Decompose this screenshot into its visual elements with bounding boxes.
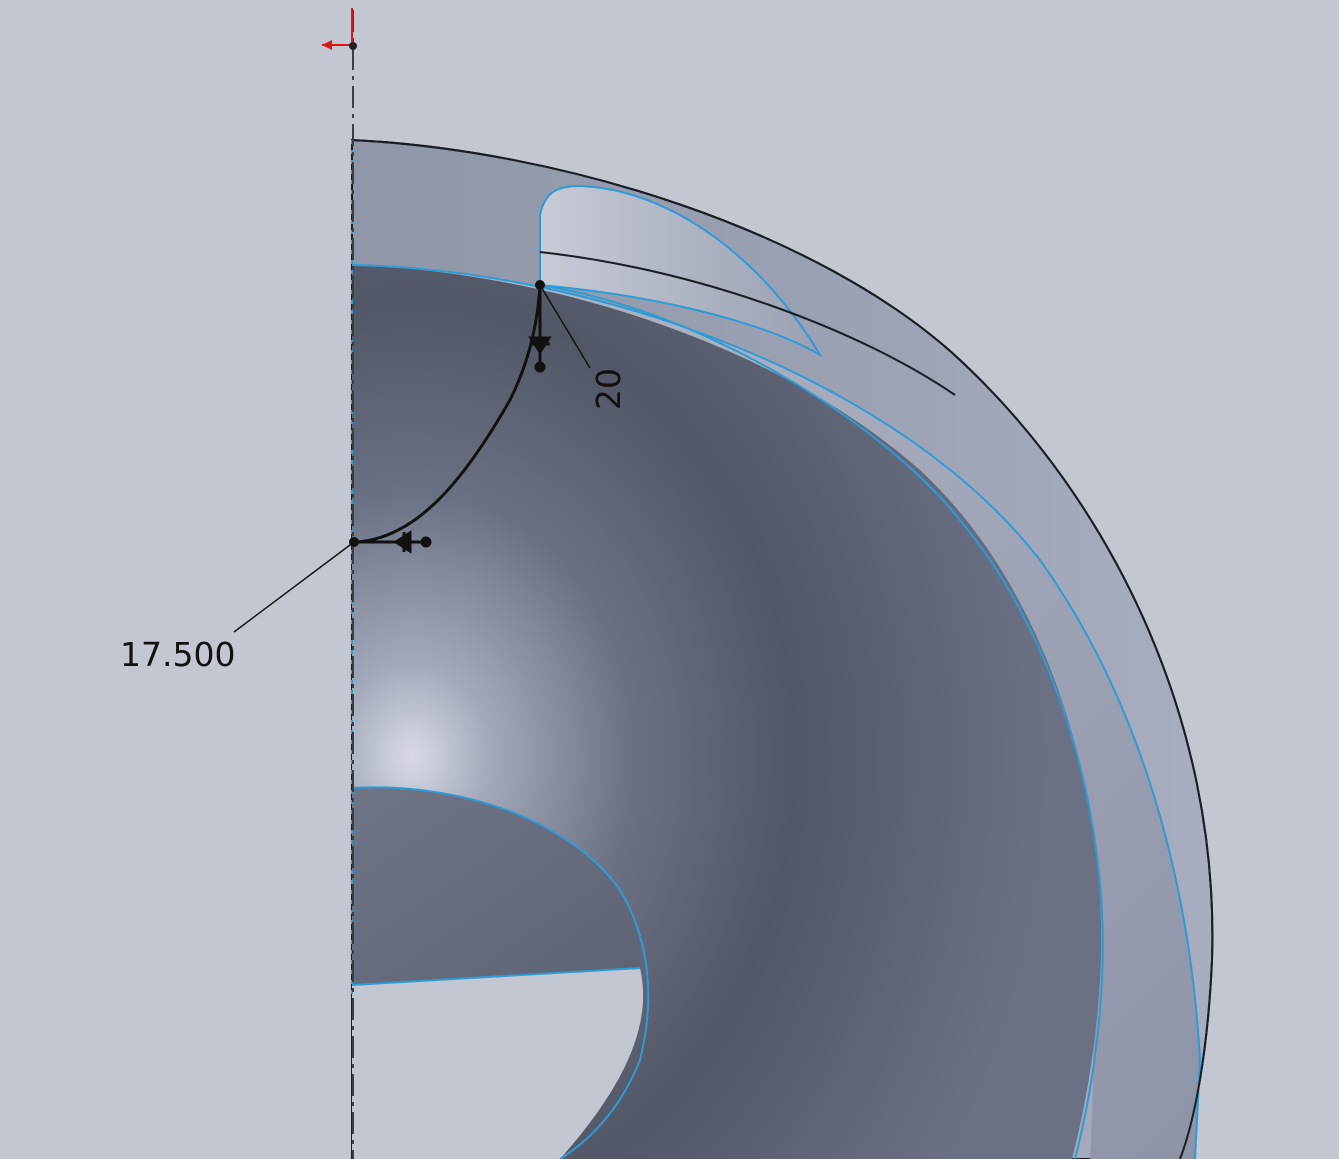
dimension-leader-vertical <box>539 284 591 369</box>
hub-edge <box>351 786 650 1159</box>
rim-top-edge <box>539 251 956 396</box>
origin-marker-icon[interactable] <box>322 8 357 50</box>
tangent-handle-icon[interactable] <box>528 285 552 373</box>
inner-rim-edge <box>539 284 1104 1159</box>
sketch-spline[interactable] <box>353 284 542 544</box>
dimension-vertical-label[interactable]: 20 <box>589 368 628 410</box>
lower-blade-surface[interactable] <box>352 787 641 985</box>
dimension-leader-radial <box>233 541 355 633</box>
rim-band-surface[interactable] <box>352 265 1200 1159</box>
outer-silhouette-edge <box>351 139 1214 1159</box>
top-rim-edge <box>351 264 1202 1159</box>
blade-root-edge <box>351 967 641 986</box>
blade-tip-surface[interactable] <box>539 184 823 358</box>
dimension-radial-label[interactable]: 17.500 <box>120 635 235 674</box>
tangent-handle-icon[interactable] <box>354 530 432 554</box>
hub-bore-opening[interactable] <box>352 968 644 1159</box>
